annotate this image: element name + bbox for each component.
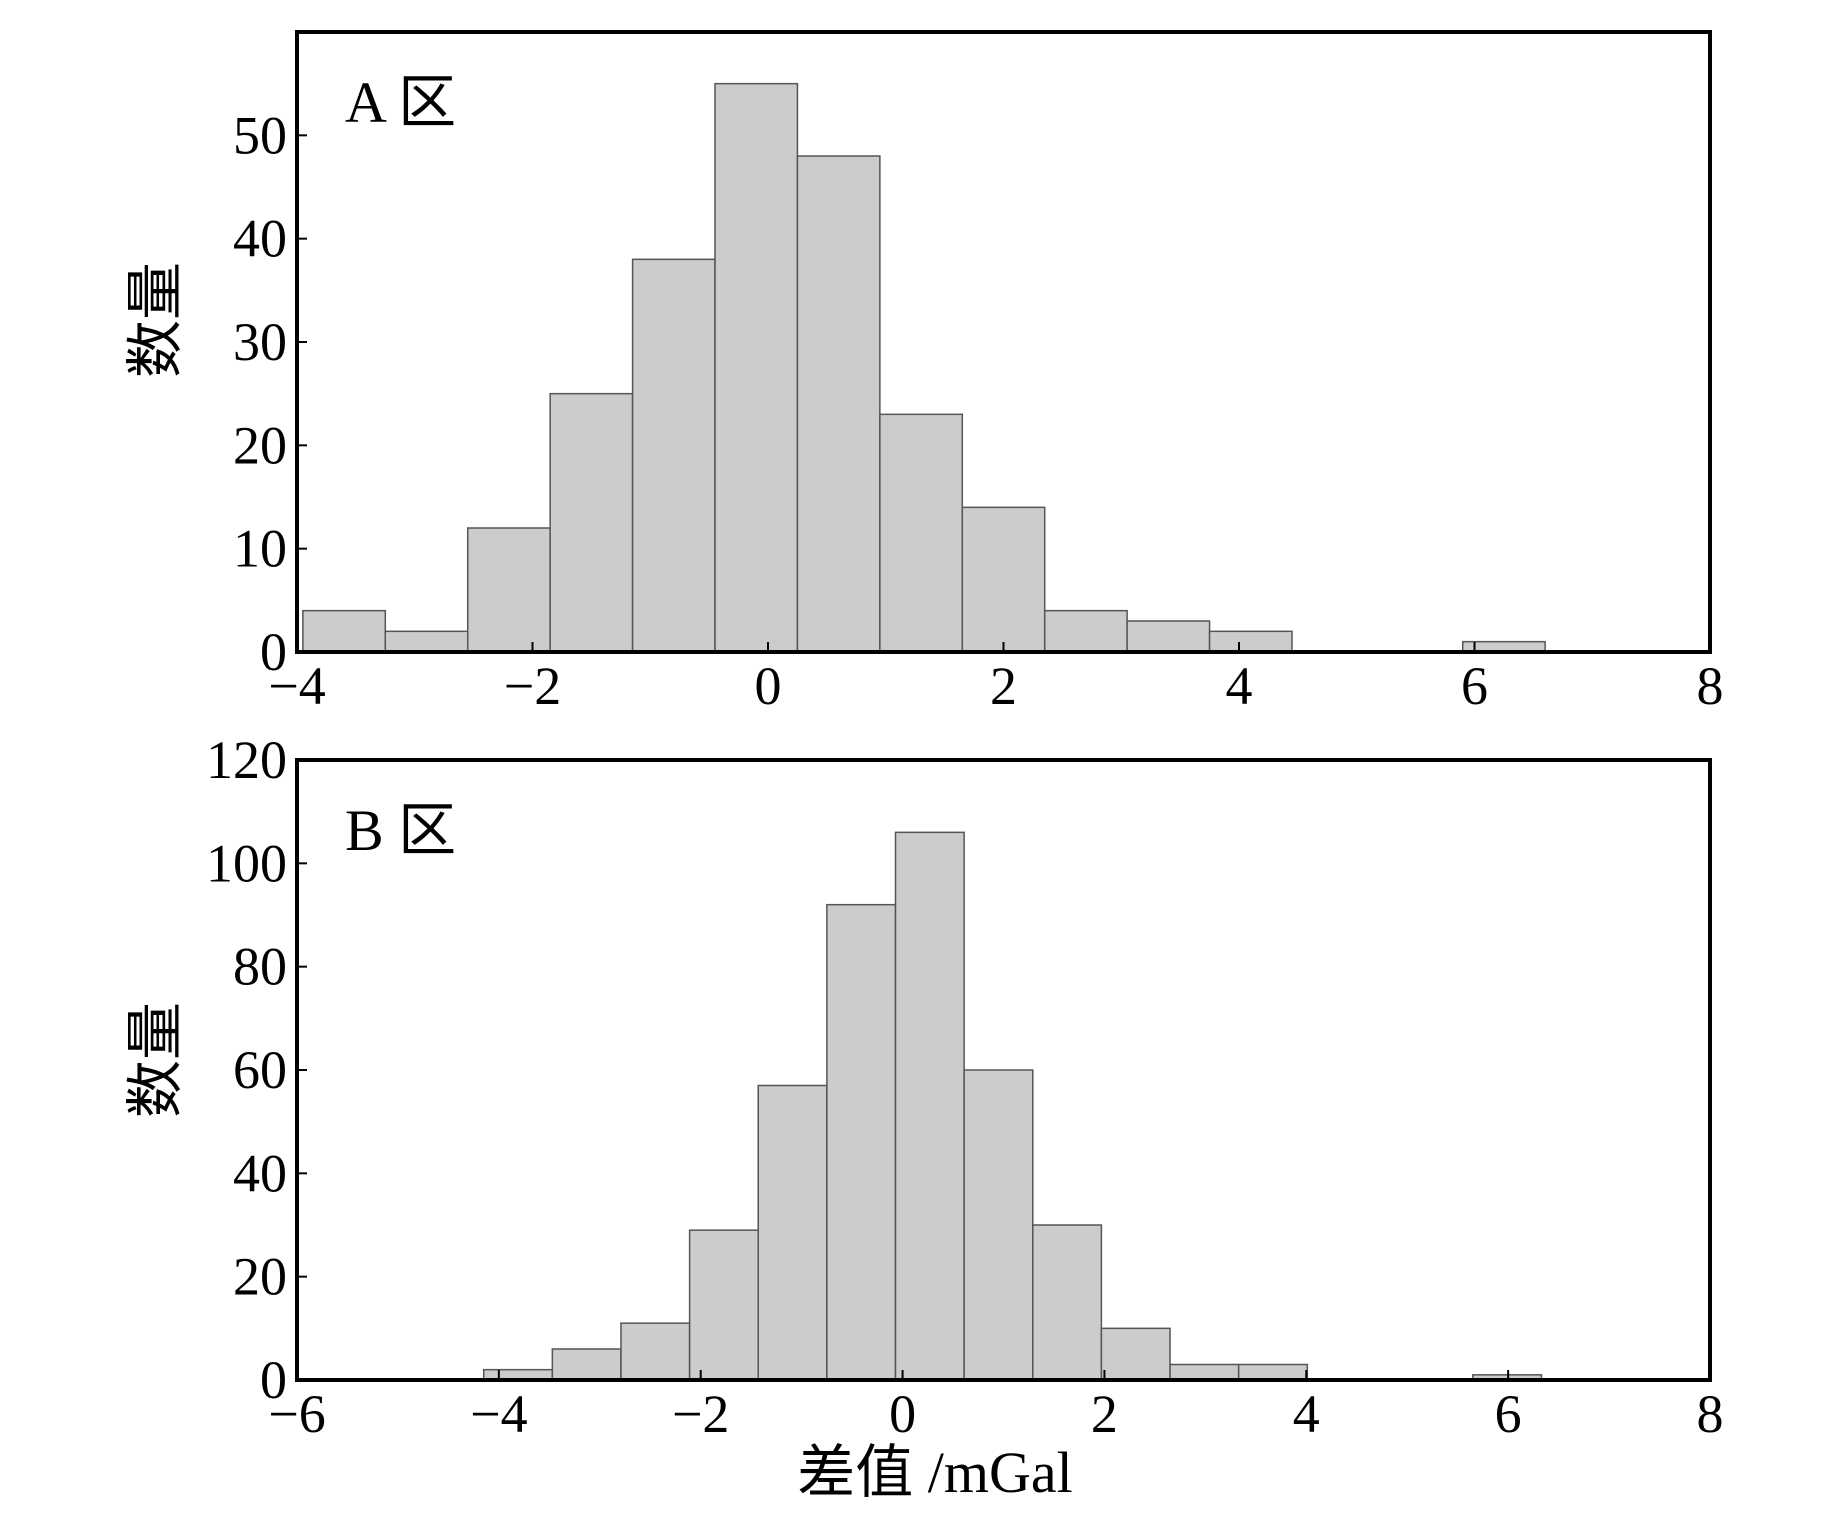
y-tick-label: 20 — [233, 415, 287, 475]
y-tick-label: 40 — [233, 1143, 287, 1203]
x-tick-label: −2 — [504, 656, 561, 716]
histogram-bar — [879, 413, 964, 653]
x-tick-label: 6 — [1461, 656, 1488, 716]
x-tick-label: 4 — [1293, 1384, 1320, 1444]
x-tick-label: 4 — [1226, 656, 1253, 716]
histogram-bar — [961, 506, 1046, 653]
y-tick-label: 100 — [206, 833, 287, 893]
histogram-bar — [631, 258, 716, 653]
y-tick-label: 30 — [233, 312, 287, 372]
x-tick-label: 0 — [889, 1384, 916, 1444]
histogram-bar — [1169, 1363, 1240, 1381]
x-tick-label: 8 — [1697, 1384, 1724, 1444]
histogram-bar — [384, 630, 469, 653]
x-tick-label: −6 — [268, 1384, 325, 1444]
histogram-bar — [302, 609, 387, 653]
panel-a: −4 −2 0 2 4 6 8 0 10 20 30 40 50 A 区数量 — [123, 30, 1724, 716]
x-tick-label: 2 — [1091, 1384, 1118, 1444]
y-tick-label: 80 — [233, 937, 287, 997]
x-tick-label: 8 — [1697, 656, 1724, 716]
y-tick-label: 50 — [233, 105, 287, 165]
histogram-bar — [963, 1069, 1034, 1381]
y-tick-label: 120 — [206, 730, 287, 790]
x-tick-label: 2 — [990, 656, 1017, 716]
histogram-bar — [551, 1348, 622, 1381]
y-tick-label: 40 — [233, 209, 287, 269]
histogram-bar — [466, 527, 551, 653]
histogram-bar — [826, 903, 897, 1381]
x-tick-label: −4 — [268, 656, 325, 716]
histogram-bar — [1032, 1224, 1103, 1381]
y-tick-label: 10 — [233, 519, 287, 579]
histogram-bar — [620, 1322, 691, 1381]
y-axis-label: 数量 — [123, 1002, 188, 1118]
x-tick-label: −2 — [672, 1384, 729, 1444]
panel-label: A 区 — [345, 70, 456, 135]
y-tick-label: 0 — [260, 622, 287, 682]
y-tick-label: 0 — [260, 1350, 287, 1410]
panel-label: B 区 — [345, 798, 456, 863]
histogram-bar — [1100, 1327, 1171, 1381]
histogram-bar — [688, 1229, 759, 1381]
histogram-bar — [549, 392, 634, 653]
y-tick-label: 60 — [233, 1040, 287, 1100]
histogram-bar — [1043, 609, 1128, 653]
histogram-bar — [796, 155, 881, 653]
histogram-bar — [1126, 620, 1211, 653]
histogram-bar — [1237, 1363, 1309, 1381]
x-axis-label: 差值 /mGal — [797, 1440, 1072, 1505]
histogram-bar — [757, 1084, 828, 1381]
histogram-bar — [1208, 630, 1293, 653]
x-tick-label: −4 — [470, 1384, 527, 1444]
x-tick-label: 6 — [1495, 1384, 1522, 1444]
y-axis-label: 数量 — [123, 262, 188, 378]
y-tick-label: 20 — [233, 1247, 287, 1307]
histogram-bar — [894, 831, 965, 1381]
x-tick-label: 0 — [755, 656, 782, 716]
histogram-bar — [714, 82, 799, 653]
